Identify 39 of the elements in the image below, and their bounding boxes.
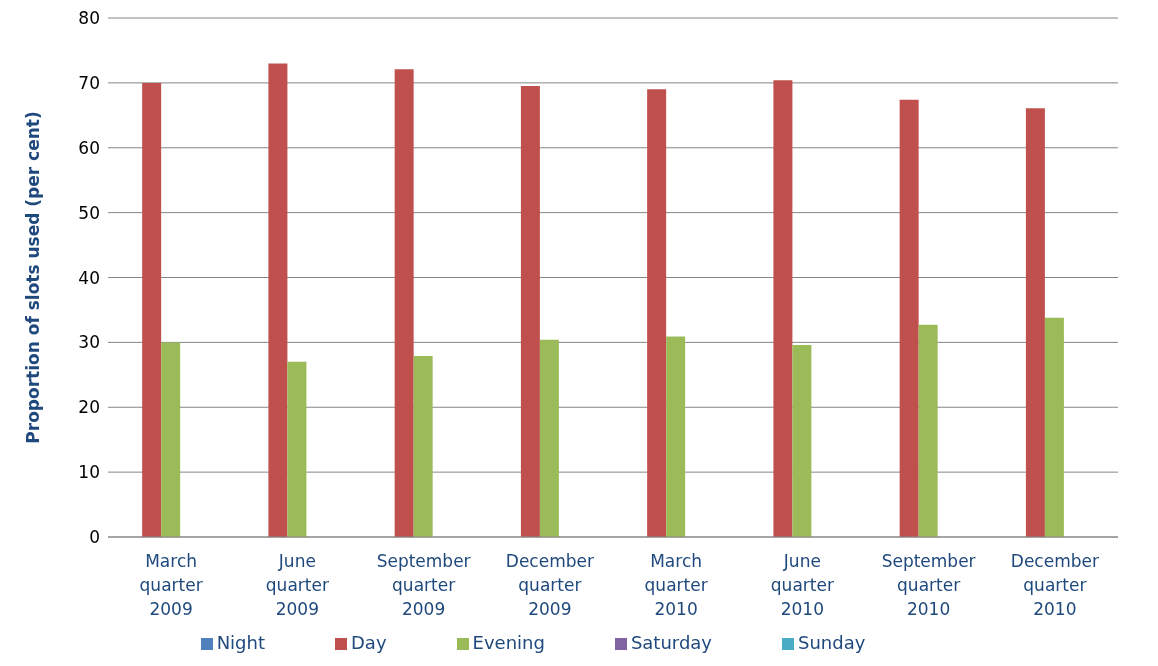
bar bbox=[899, 99, 919, 537]
legend-label: Evening bbox=[472, 632, 545, 653]
x-tick-label: March quarter 2010 bbox=[644, 551, 708, 619]
x-tick-label: September quarter 2009 bbox=[376, 551, 471, 619]
legend-label: Sunday bbox=[798, 632, 866, 653]
y-tick-label: 80 bbox=[78, 8, 100, 29]
x-tick-label: December quarter 2010 bbox=[1010, 551, 1099, 619]
y-tick-label: 0 bbox=[89, 527, 100, 548]
y-tick-label: 40 bbox=[78, 267, 100, 288]
x-tick-label: June quarter 2010 bbox=[770, 551, 834, 619]
bar bbox=[287, 361, 307, 537]
bar bbox=[161, 342, 181, 537]
bar bbox=[666, 336, 686, 537]
bar bbox=[918, 324, 938, 537]
x-tick-label: September quarter 2010 bbox=[881, 551, 976, 619]
x-tick-label: March quarter 2009 bbox=[139, 551, 203, 619]
bar bbox=[1044, 317, 1064, 537]
bar bbox=[647, 89, 667, 537]
legend-label: Night bbox=[216, 632, 265, 653]
bar bbox=[268, 63, 288, 537]
bar bbox=[792, 344, 812, 537]
legend-label: Saturday bbox=[630, 632, 712, 653]
y-tick-label: 50 bbox=[78, 202, 100, 223]
y-tick-label: 20 bbox=[78, 397, 100, 418]
bar bbox=[520, 86, 540, 537]
legend-label: Day bbox=[350, 632, 387, 653]
y-tick-label: 70 bbox=[78, 72, 100, 93]
bar bbox=[1025, 108, 1045, 537]
y-tick-label: 30 bbox=[78, 332, 100, 353]
y-tick-label: 10 bbox=[78, 462, 100, 483]
bar bbox=[394, 69, 414, 537]
bar bbox=[413, 356, 433, 537]
y-tick-label: 60 bbox=[78, 137, 100, 158]
bar bbox=[142, 82, 162, 537]
y-axis-title: Proportion of slots used (per cent) bbox=[23, 111, 44, 444]
bar bbox=[539, 339, 559, 537]
x-tick-label: June quarter 2009 bbox=[265, 551, 329, 619]
bar bbox=[773, 80, 793, 537]
x-tick-label: December quarter 2009 bbox=[505, 551, 594, 619]
